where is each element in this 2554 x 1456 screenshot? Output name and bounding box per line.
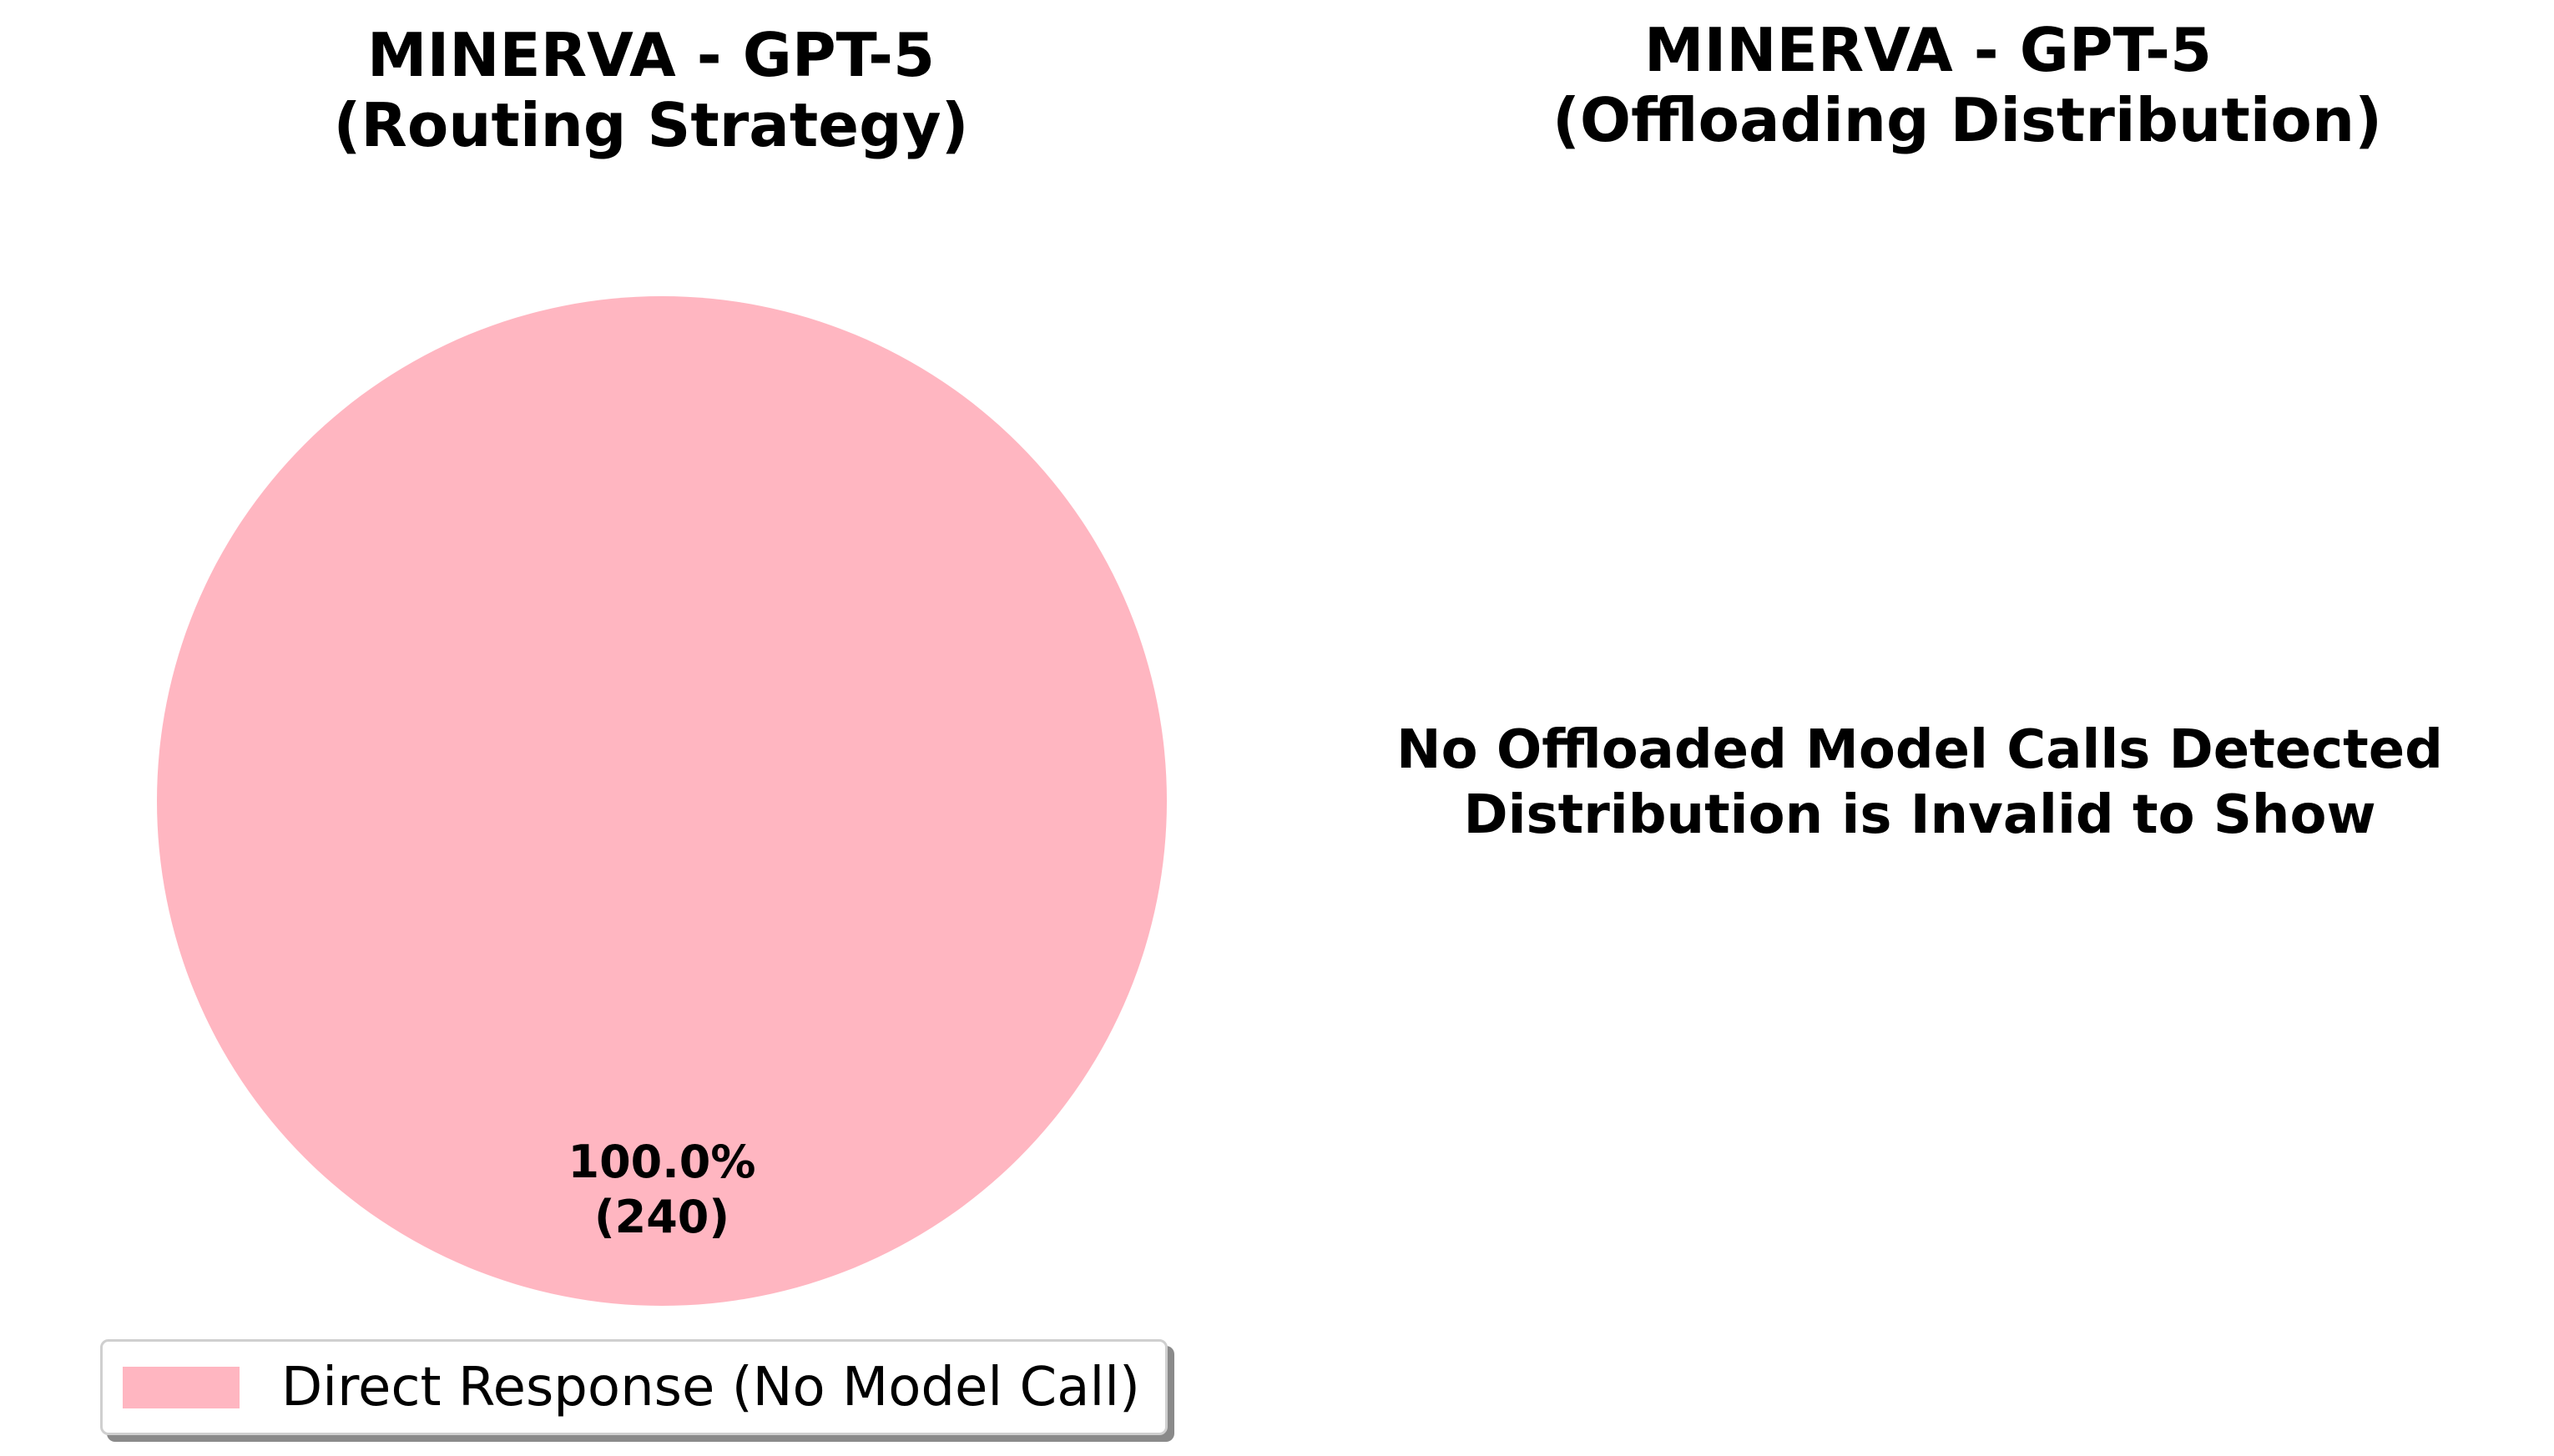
no-data-message-line-2: Distribution is Invalid to Show <box>1463 784 2376 846</box>
offloading-title-line-2: (Offloading Distribution) <box>1552 85 2383 155</box>
legend-swatch-direct-response <box>123 1366 240 1408</box>
slice-count-label: (240) <box>594 1191 729 1243</box>
no-data-message: No Offloaded Model Calls Detected Distri… <box>1335 718 2504 848</box>
legend-label-direct-response: Direct Response (No Model Call) <box>281 1356 1140 1418</box>
routing-strategy-title: MINERVA - GPT-5 (Routing Strategy) <box>317 20 985 160</box>
routing-title-line-2: (Routing Strategy) <box>333 90 969 160</box>
routing-title-line-1: MINERVA - GPT-5 <box>366 20 936 90</box>
no-data-message-line-1: No Offloaded Model Calls Detected <box>1396 719 2443 781</box>
offloading-title-line-1: MINERVA - GPT-5 <box>1643 15 2213 85</box>
legend: Direct Response (No Model Call) <box>100 1339 1168 1435</box>
pie-slice-0 <box>157 296 1167 1306</box>
pie-slices <box>157 296 1167 1306</box>
routing-strategy-pie-chart: 100.0% (240) <box>157 296 1167 1306</box>
offloading-distribution-title: MINERVA - GPT-5 (Offloading Distribution… <box>1552 15 2383 155</box>
slice-percent-label: 100.0% <box>568 1136 756 1188</box>
